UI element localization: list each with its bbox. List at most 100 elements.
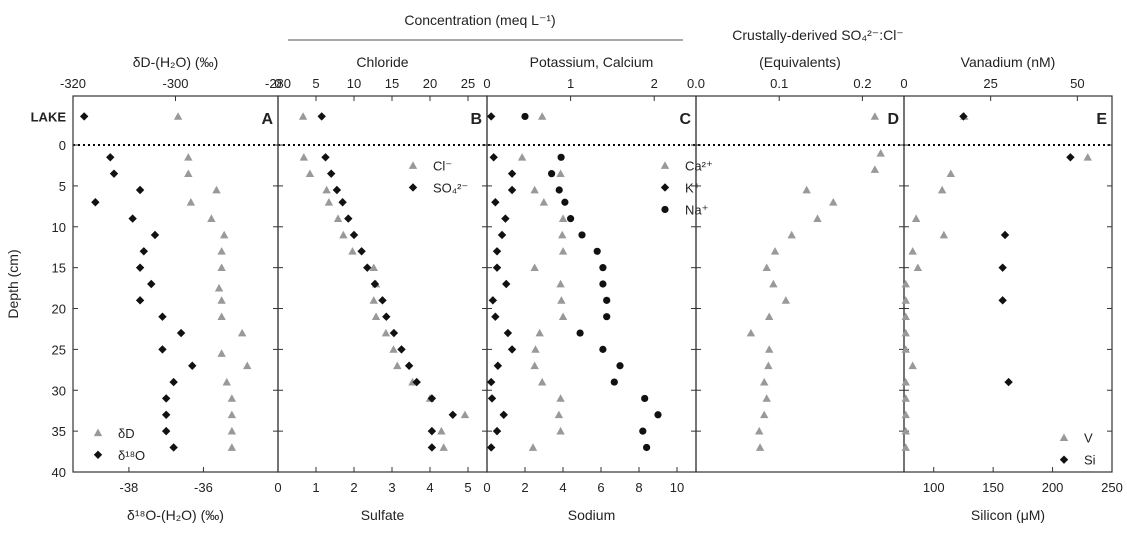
data-point-C-0 xyxy=(531,345,540,353)
data-point-E-1 xyxy=(1066,153,1075,162)
data-point-A-0 xyxy=(184,169,193,178)
data-point-A-1 xyxy=(158,312,167,321)
data-point-E-0 xyxy=(901,279,910,288)
data-point-E-0 xyxy=(913,263,923,272)
legend-label-C: K⁺ xyxy=(685,180,701,195)
data-point-B-1 xyxy=(448,410,457,419)
data-point-D-0 xyxy=(870,112,880,120)
data-point-C-0 xyxy=(530,361,539,370)
data-point-E-1 xyxy=(998,296,1007,305)
data-point-C-0 xyxy=(558,312,568,321)
depth-tick-label: 15 xyxy=(52,261,66,276)
data-point-C-1 xyxy=(502,279,511,289)
data-point-D-0 xyxy=(787,230,796,239)
top-tick-label-A: -320 xyxy=(60,76,86,91)
legend-label-C: Na⁺ xyxy=(685,202,708,217)
data-point-C-1 xyxy=(501,214,510,223)
data-point-A-0 xyxy=(186,198,196,206)
panel-frame-E xyxy=(903,95,1113,473)
data-point-C-2 xyxy=(578,231,586,239)
data-point-E-0 xyxy=(901,443,910,451)
legend-label-A: δ¹⁸O xyxy=(118,448,145,463)
data-point-C-0 xyxy=(554,410,564,419)
data-point-C-0 xyxy=(556,394,565,402)
data-point-A-0 xyxy=(217,349,226,357)
data-point-D-0 xyxy=(764,361,773,370)
legend-marker-C xyxy=(660,161,670,169)
legend-label-B: Cl⁻ xyxy=(433,158,452,173)
data-point-E-0 xyxy=(901,296,910,304)
bottom-tick-label-C: 8 xyxy=(635,480,642,495)
data-point-A-1 xyxy=(169,443,178,452)
data-point-B-1 xyxy=(427,443,437,452)
data-point-A-0 xyxy=(184,153,193,161)
data-point-E-0 xyxy=(908,247,917,255)
data-point-B-1 xyxy=(349,230,359,240)
panel-letter-D: D xyxy=(887,111,899,128)
data-point-A-1 xyxy=(161,410,171,419)
data-point-D-0 xyxy=(762,394,771,402)
data-point-D-0 xyxy=(755,426,764,435)
data-point-C-1 xyxy=(487,394,497,403)
data-point-A-0 xyxy=(237,328,247,337)
data-point-A-1 xyxy=(128,214,137,223)
data-point-E-0 xyxy=(901,377,910,386)
data-point-A-0 xyxy=(217,296,226,304)
data-point-B-1 xyxy=(370,279,380,289)
data-point-D-0 xyxy=(813,214,822,222)
data-point-C-0 xyxy=(539,198,549,206)
data-point-A-0 xyxy=(207,214,216,222)
depth-tick-label: 25 xyxy=(52,342,66,357)
data-point-C-2 xyxy=(610,378,618,386)
data-point-C-2 xyxy=(567,215,575,223)
data-point-A-0 xyxy=(217,247,226,255)
data-point-C-1 xyxy=(486,443,496,452)
data-point-A-1 xyxy=(158,345,167,354)
data-point-B-1 xyxy=(378,296,387,305)
data-point-E-0 xyxy=(946,169,955,178)
bottom-tick-label-E: 250 xyxy=(1101,480,1123,495)
data-point-A-1 xyxy=(91,198,100,207)
bottom-tick-label-B: 1 xyxy=(312,480,319,495)
data-point-B-1 xyxy=(389,328,399,338)
bottom-tick-label-C: 10 xyxy=(670,480,684,495)
data-point-D-0 xyxy=(746,328,756,337)
data-point-A-0 xyxy=(243,361,252,370)
data-point-A-0 xyxy=(227,410,237,419)
data-point-B-1 xyxy=(427,394,437,403)
top-tick-label-B: 20 xyxy=(423,76,437,91)
data-point-C-2 xyxy=(599,264,607,272)
data-point-C-1 xyxy=(491,312,500,321)
depth-tick-label: 0 xyxy=(59,138,66,153)
data-point-C-1 xyxy=(507,169,517,178)
bottom-tick-label-C: 0 xyxy=(483,480,490,495)
depth-tick-label: 10 xyxy=(52,220,66,235)
data-point-B-0 xyxy=(298,112,308,120)
legend-marker-E xyxy=(1059,455,1069,464)
data-point-B-0 xyxy=(305,169,315,178)
data-point-B-0 xyxy=(381,328,391,337)
data-point-A-0 xyxy=(219,230,229,239)
bottom-tick-label-B: 5 xyxy=(464,480,471,495)
panel-letter-A: A xyxy=(261,111,273,128)
data-point-D-0 xyxy=(760,377,769,386)
data-point-A-1 xyxy=(161,426,171,436)
data-point-E-0 xyxy=(908,361,917,370)
data-point-B-1 xyxy=(338,198,347,207)
data-point-B-0 xyxy=(437,426,446,435)
data-point-C-1 xyxy=(492,426,502,436)
legend-marker-B xyxy=(408,183,418,192)
data-point-C-0 xyxy=(530,185,539,194)
panel-frame-A xyxy=(72,95,279,473)
legend-marker-C xyxy=(660,183,670,192)
legend-marker-A xyxy=(93,450,103,459)
data-point-E-0 xyxy=(901,328,910,337)
data-point-C-1 xyxy=(507,185,517,195)
legend-label-A: δD xyxy=(118,426,135,441)
data-point-C-1 xyxy=(488,296,498,305)
depth-tick-label: 30 xyxy=(52,383,66,398)
data-point-C-2 xyxy=(599,345,607,353)
data-point-A-1 xyxy=(188,361,197,370)
data-point-C-2 xyxy=(593,247,601,255)
